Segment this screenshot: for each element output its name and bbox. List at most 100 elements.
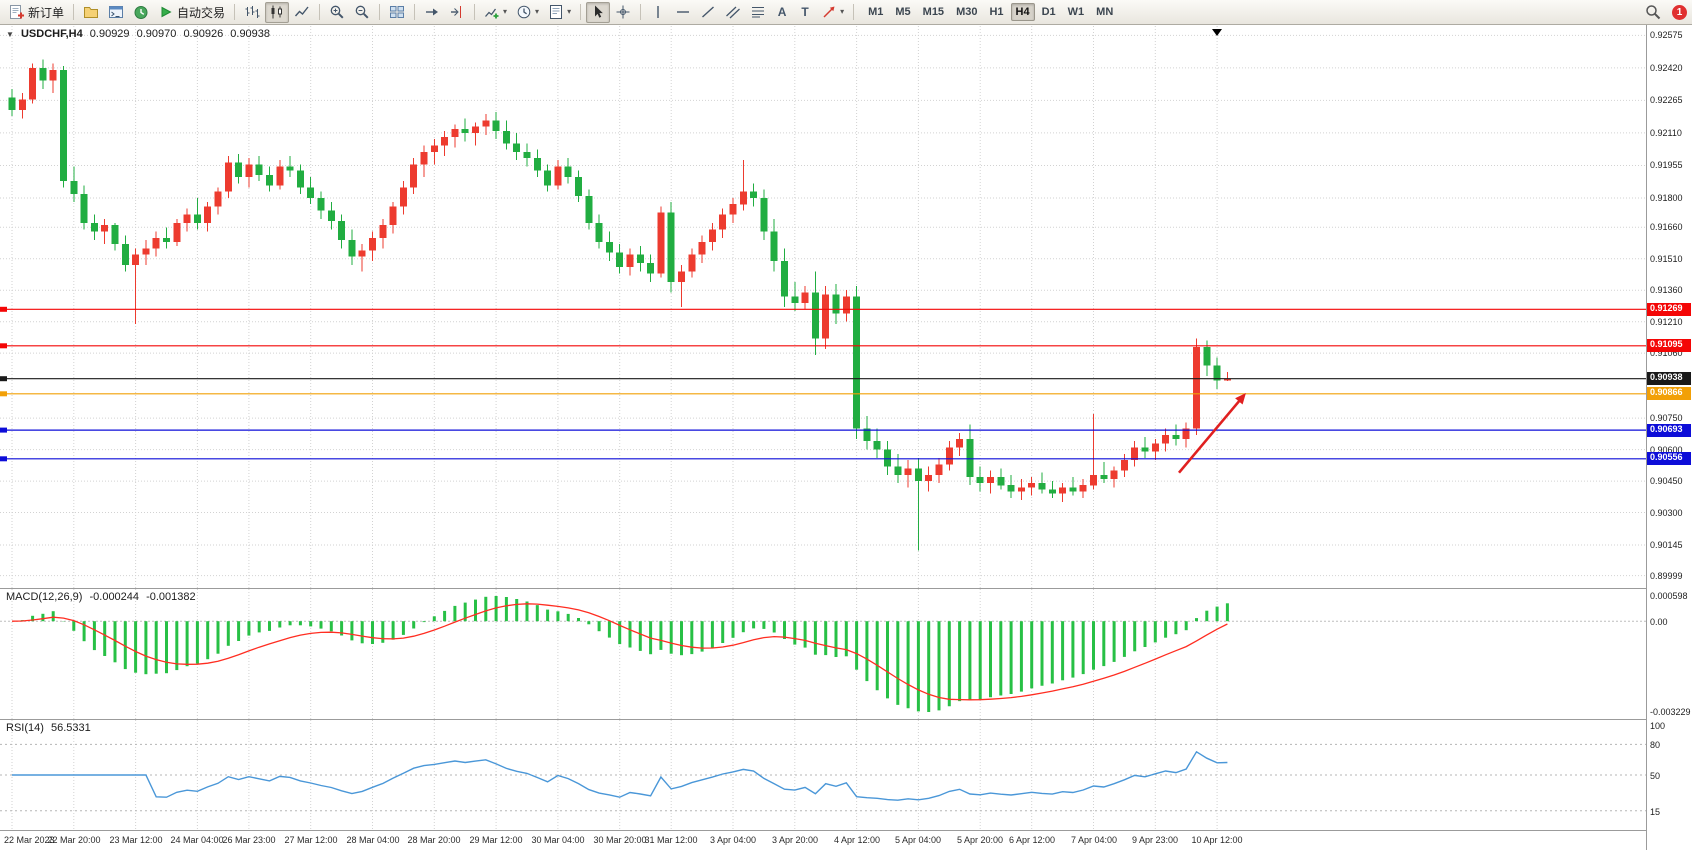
channel-icon <box>726 6 741 19</box>
time-axis-label: 5 Apr 04:00 <box>894 835 942 845</box>
chart-title: ▼ USDCHF,H4 0.90929 0.90970 0.90926 0.90… <box>6 28 274 40</box>
search-button[interactable] <box>1641 2 1666 23</box>
ohlc-low: 0.90926 <box>183 28 224 40</box>
search-icon <box>1646 4 1661 19</box>
zoom-out-button[interactable] <box>350 2 374 23</box>
toolbar-separator <box>414 4 416 20</box>
chevron-down-icon: ▾ <box>567 7 572 16</box>
cursor-icon <box>595 5 603 18</box>
chart-menu-icon[interactable]: ▼ <box>6 30 14 39</box>
rsi-axis-label: 100 <box>1650 721 1666 731</box>
ohlc-close: 0.90938 <box>230 28 271 40</box>
rsi-indicator-header: RSI(14) 56.5331 <box>6 722 95 734</box>
horizontal-line-object[interactable] <box>0 306 1646 312</box>
line-chart-icon <box>295 6 309 17</box>
toolbar-separator <box>234 4 236 20</box>
horizontal-line-object[interactable] <box>0 456 1646 462</box>
timeframe-button-m15[interactable]: M15 <box>918 3 949 21</box>
cursor-button[interactable] <box>586 1 611 23</box>
price-tag: 0.90556 <box>1647 452 1691 465</box>
timeframe-button-h4[interactable]: H4 <box>1010 3 1035 21</box>
new-order-label: 新订单 <box>28 5 65 20</box>
new-order-button[interactable]: 新订单 <box>5 2 68 23</box>
terminal-icon <box>109 6 124 18</box>
indicators-button[interactable]: ▾ <box>480 2 511 23</box>
chart-window[interactable]: ▼ USDCHF,H4 0.90929 0.90970 0.90926 0.90… <box>0 25 1692 850</box>
pane-divider[interactable] <box>0 719 1692 720</box>
time-axis[interactable]: 22 Mar 2023 22 Mar 20:00 23 Mar 12:00 24 Ma… <box>0 831 1646 850</box>
arrows-tool-button[interactable]: ▾ <box>817 2 848 23</box>
horizontal-line-object[interactable] <box>0 391 1646 397</box>
price-axis[interactable]: 0.92575 0.92420 0.92265 0.92110 0.91955 0.918… <box>1647 25 1692 850</box>
time-axis-label: 31 Mar 12:00 <box>644 835 698 845</box>
trendline-tool-button[interactable] <box>696 2 720 23</box>
fibonacci-icon <box>752 7 765 18</box>
zoom-in-button[interactable] <box>325 2 349 23</box>
arrow-tool-icon <box>823 6 835 18</box>
symbol-timeframe-label: USDCHF,H4 <box>20 28 83 40</box>
timeframe-button-mn[interactable]: MN <box>1091 3 1118 21</box>
candlestick-chart-button[interactable] <box>265 1 290 23</box>
strategy-tester-button[interactable] <box>129 2 153 23</box>
vertical-line-tool-button[interactable] <box>646 2 670 23</box>
chevron-down-icon: ▾ <box>840 7 845 16</box>
trendline-icon <box>702 6 715 18</box>
templates-button[interactable]: ▾ <box>544 2 575 23</box>
text-tool-button[interactable]: A <box>771 2 793 23</box>
bar-chart-button[interactable] <box>240 2 264 23</box>
horizontal-line-tool-button[interactable] <box>671 2 695 23</box>
pane-divider[interactable] <box>0 830 1692 831</box>
text-label-tool-button[interactable]: T <box>794 2 816 23</box>
price-pane[interactable] <box>0 26 1646 588</box>
crosshair-button[interactable] <box>611 2 635 23</box>
auto-trading-button[interactable]: 自动交易 <box>154 2 229 23</box>
indicators-icon <box>485 8 499 19</box>
line-chart-button[interactable] <box>290 2 314 23</box>
horizontal-line-object[interactable] <box>0 427 1646 433</box>
timeframe-button-w1[interactable]: W1 <box>1063 3 1090 21</box>
rsi-label: RSI(14) <box>6 722 44 734</box>
clock-icon <box>517 5 531 19</box>
tile-windows-button[interactable] <box>385 2 409 23</box>
periods-button[interactable]: ▾ <box>512 2 543 23</box>
terminal-button[interactable] <box>104 2 128 23</box>
chevron-down-icon: ▾ <box>535 7 540 16</box>
timeframe-button-h1[interactable]: H1 <box>984 3 1008 21</box>
channel-tool-button[interactable] <box>721 2 745 23</box>
horizontal-line-object[interactable] <box>0 376 1646 382</box>
horizontal-line-object[interactable] <box>0 343 1646 349</box>
timeframe-button-m30[interactable]: M30 <box>951 3 982 21</box>
macd-pane[interactable] <box>0 589 1646 719</box>
macd-histogram <box>20 596 1229 712</box>
timeframe-group: M1 M5 M15 M30 H1 H4 D1 W1 MN <box>863 3 1118 21</box>
time-axis-label: 23 Mar 12:00 <box>109 835 163 845</box>
timeframe-button-m1[interactable]: M1 <box>863 3 888 21</box>
new-order-icon <box>10 5 24 19</box>
profiles-button[interactable] <box>79 2 103 23</box>
macd-main-value: -0.000244 <box>89 591 140 603</box>
pane-divider[interactable] <box>0 588 1692 589</box>
price-axis-label: 0.92420 <box>1650 63 1683 73</box>
timeframe-button-m5[interactable]: M5 <box>890 3 915 21</box>
auto-scroll-button[interactable] <box>420 2 444 23</box>
timeframe-button-d1[interactable]: D1 <box>1037 3 1061 21</box>
price-axis-label: 0.90600 <box>1650 445 1683 455</box>
price-axis-label: 0.90750 <box>1650 413 1683 423</box>
notification-badge[interactable]: 1 <box>1672 4 1687 20</box>
auto-scroll-icon <box>426 8 439 16</box>
auto-trading-icon <box>161 6 172 18</box>
rsi-axis-label: 50 <box>1650 771 1661 781</box>
vertical-line-icon <box>657 6 659 18</box>
candles <box>8 59 1231 551</box>
toolbar-separator <box>474 4 476 20</box>
chart-shift-button[interactable] <box>445 2 469 23</box>
arrow-annotation[interactable] <box>1177 392 1246 474</box>
time-axis-label: 5 Apr 20:00 <box>956 835 1004 845</box>
rsi-axis-label: 80 <box>1650 740 1661 750</box>
time-axis-label: 29 Mar 12:00 <box>469 835 523 845</box>
time-axis-label: 26 Mar 23:00 <box>222 835 276 845</box>
scale-marker-icon <box>1212 29 1222 36</box>
macd-axis-label: 0.000598 <box>1650 591 1688 601</box>
fibonacci-tool-button[interactable] <box>746 2 770 23</box>
rsi-pane[interactable] <box>0 720 1646 830</box>
